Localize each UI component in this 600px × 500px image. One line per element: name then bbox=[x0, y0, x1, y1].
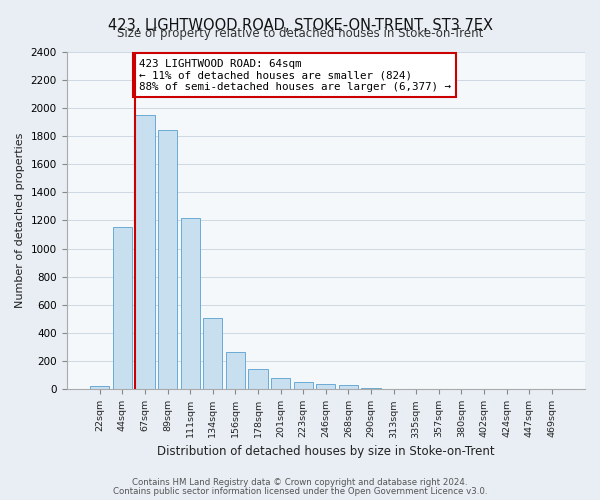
Bar bbox=[226, 352, 245, 390]
Bar bbox=[248, 368, 268, 390]
Bar bbox=[293, 382, 313, 390]
Text: Contains public sector information licensed under the Open Government Licence v3: Contains public sector information licen… bbox=[113, 487, 487, 496]
Bar bbox=[271, 378, 290, 390]
Bar bbox=[361, 388, 380, 390]
Bar bbox=[113, 228, 132, 390]
Text: Size of property relative to detached houses in Stoke-on-Trent: Size of property relative to detached ho… bbox=[117, 28, 483, 40]
Y-axis label: Number of detached properties: Number of detached properties bbox=[15, 132, 25, 308]
Text: 423 LIGHTWOOD ROAD: 64sqm
← 11% of detached houses are smaller (824)
88% of semi: 423 LIGHTWOOD ROAD: 64sqm ← 11% of detac… bbox=[139, 58, 451, 92]
Text: 423, LIGHTWOOD ROAD, STOKE-ON-TRENT, ST3 7EX: 423, LIGHTWOOD ROAD, STOKE-ON-TRENT, ST3… bbox=[107, 18, 493, 32]
Bar bbox=[181, 218, 200, 390]
Bar bbox=[158, 130, 177, 390]
Bar bbox=[384, 388, 403, 390]
Bar bbox=[316, 384, 335, 390]
Text: Contains HM Land Registry data © Crown copyright and database right 2024.: Contains HM Land Registry data © Crown c… bbox=[132, 478, 468, 487]
X-axis label: Distribution of detached houses by size in Stoke-on-Trent: Distribution of detached houses by size … bbox=[157, 444, 494, 458]
Bar bbox=[90, 386, 109, 390]
Bar bbox=[339, 385, 358, 390]
Bar bbox=[136, 115, 155, 390]
Bar bbox=[203, 318, 223, 390]
